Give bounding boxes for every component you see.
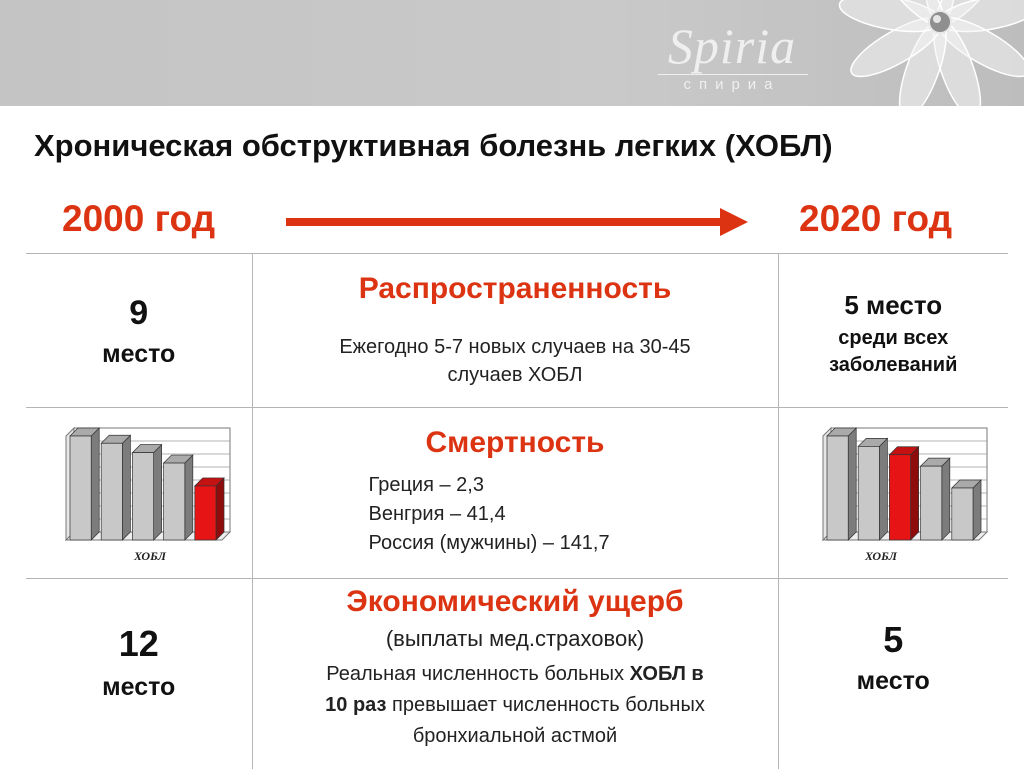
prevalence-rank-2000-label: место [26,340,252,369]
header-banner: Spiria спириа [0,0,1024,106]
prevalence-line-2: случаев ХОБЛ [253,364,778,387]
chart-bar [195,478,224,540]
economic-line-3: бронхиальной астмой [253,725,778,748]
economic-line-1-bold: ХОБЛ [630,663,686,685]
brand-logo: Spiria спириа [652,18,812,96]
table-row-prevalence: 9 место Распространенность Ежегодно 5-7 … [26,254,1008,408]
chart-bar [164,455,193,540]
economic-right-cell: 5 место [778,579,1008,769]
prevalence-center-cell: Распространенность Ежегодно 5-7 новых сл… [252,254,778,408]
mortality-item-greece: Греция – 2,3 [369,474,484,497]
comparison-table: 9 место Распространенность Ежегодно 5-7 … [26,253,1008,769]
economic-line-2: 10 раз превышает численность больных [253,694,778,717]
mortality-heading: Смертность [253,426,778,460]
economic-rank-2020-label: место [779,667,1009,696]
mortality-center-cell: Смертность Греция – 2,3 Венгрия – 41,4 Р… [252,408,778,579]
mortality-chart-2000: ХОБЛ [40,424,240,564]
chart-xlabel: ХОБЛ [864,549,898,563]
page-title: Хроническая обструктивная болезнь легких… [34,128,833,164]
prevalence-rank-2000: 9 [26,294,252,333]
chart-bar [858,438,887,540]
economic-rank-2020: 5 [779,619,1009,661]
economic-center-cell: Экономический ущерб (выплаты мед.страхов… [252,579,778,769]
chart-bar [101,435,130,540]
chart-bar [889,447,918,540]
mortality-right-cell: ХОБЛ [778,408,1008,579]
chart-bar [827,428,856,540]
logo-sub-text: спириа [652,76,812,93]
chart-xlabel: ХОБЛ [133,549,167,563]
mortality-item-russia: Россия (мужчины) – 141,7 [369,532,610,555]
chart-bar [70,428,99,540]
prevalence-rank-2020: 5 место [779,290,1009,321]
economic-line-1: Реальная численность больных ХОБЛ в [253,663,778,686]
prevalence-rank-2020-line-3: заболеваний [779,354,1009,377]
economic-line-2-bold: 10 раз [325,694,386,716]
logo-divider [658,74,808,75]
timeline-arrow-icon [286,208,748,236]
logo-main-text: Spiria [652,18,812,74]
table-row-economic: 12 место Экономический ущерб (выплаты ме… [26,579,1008,769]
chart-bar [132,445,161,540]
year-end: 2020 год [799,198,952,240]
prevalence-left-cell: 9 место [26,254,252,408]
table-row-mortality: ХОБЛ Смертность Греция – 2,3 Венгрия – 4… [26,408,1008,579]
mortality-left-cell: ХОБЛ [26,408,252,579]
economic-left-cell: 12 место [26,579,252,769]
mortality-item-hungary: Венгрия – 41,4 [369,503,506,526]
economic-heading: Экономический ущерб [253,585,778,619]
flower-decoration-icon [830,0,1024,106]
year-start: 2000 год [62,198,215,240]
economic-subheading: (выплаты мед.страховок) [253,626,778,652]
economic-line-1-end: в [686,663,704,685]
prevalence-line-1: Ежегодно 5-7 новых случаев на 30-45 [253,336,778,359]
prevalence-heading: Распространенность [253,272,778,306]
prevalence-rank-2020-line-2: среди всех [779,327,1009,350]
economic-rank-2000: 12 [26,623,252,665]
economic-rank-2000-label: место [26,673,252,702]
prevalence-right-cell: 5 место среди всех заболеваний [778,254,1008,408]
economic-line-2-text: превышает численность больных [386,694,704,716]
chart-bar [951,480,980,540]
chart-bar [920,458,949,540]
mortality-chart-2020: ХОБЛ [797,424,997,564]
economic-line-1-text: Реальная численность больных [326,663,629,685]
